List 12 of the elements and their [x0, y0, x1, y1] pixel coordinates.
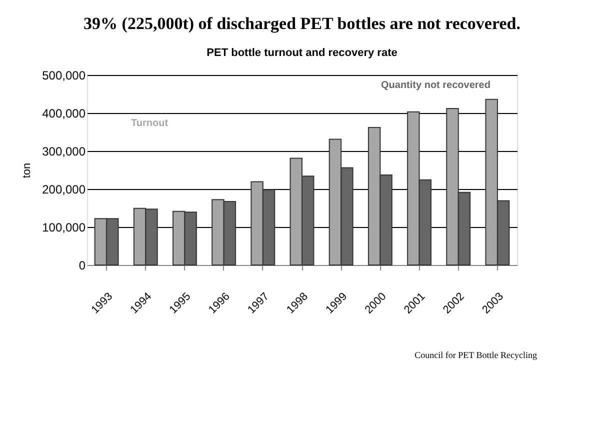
y-tick-label: 100,000 [42, 220, 86, 234]
y-tick-label: 0 [78, 258, 86, 272]
y-tick-label: 300,000 [42, 144, 86, 158]
y-tick-label: 200,000 [42, 182, 86, 196]
y-axis-title: ton [21, 162, 34, 178]
text: Turnout [131, 118, 169, 129]
chart-subtitle: PET bottle turnout and recovery rate [206, 47, 398, 59]
text: Quantity not recovered [381, 80, 490, 91]
y-tick-label: 400,000 [42, 106, 86, 120]
text: Council for PET Bottle Recycling [414, 350, 538, 360]
chart-title: 39% (225,000t) of discharged PET bottles are not recovered. [84, 14, 520, 33]
y-tick-label: 500,000 [42, 68, 86, 82]
